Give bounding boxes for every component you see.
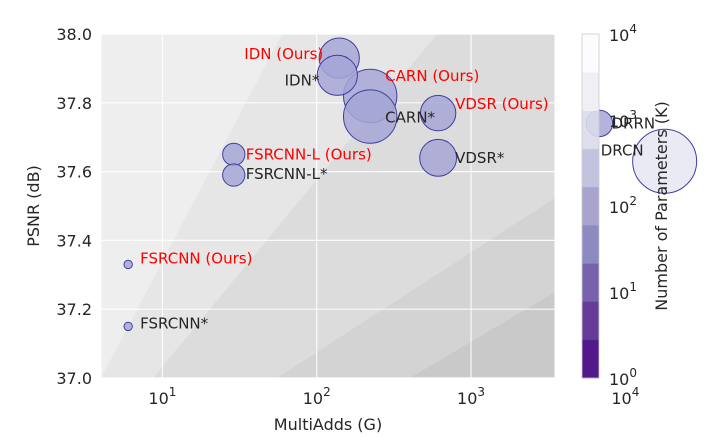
y-tick-label: 37.8 bbox=[56, 94, 92, 113]
colorbar-frame bbox=[581, 33, 600, 379]
data-point bbox=[222, 142, 246, 167]
point-label: IDN (Ours) bbox=[244, 45, 323, 63]
x-tick-label: 102 bbox=[303, 385, 331, 408]
point-label: FSRCNN* bbox=[140, 314, 208, 332]
point-label: VDSR (Ours) bbox=[455, 95, 549, 113]
x-axis-title: MultiAdds (G) bbox=[274, 415, 382, 434]
y-tick-label: 37.0 bbox=[56, 369, 92, 388]
colorbar-segment bbox=[582, 72, 599, 111]
grid bbox=[101, 34, 555, 378]
shade-band-lightest bbox=[101, 34, 282, 378]
colorbar-title: Number of Parameters (K) bbox=[652, 101, 671, 311]
colorbar-tick-label: 102 bbox=[609, 194, 637, 217]
data-point bbox=[419, 94, 457, 132]
colorbar-tick-label: 103 bbox=[609, 108, 637, 131]
y-axis-title: PSNR (dB) bbox=[24, 165, 43, 247]
point-label: VDSR* bbox=[455, 149, 505, 167]
data-point bbox=[222, 163, 246, 187]
point-labels: IDN (Ours) IDN* CARN (Ours) CARN* VDSR (Ours… bbox=[140, 45, 655, 332]
colorbar-segment bbox=[582, 186, 599, 226]
colorbar-segment bbox=[582, 339, 599, 379]
colorbar-segment bbox=[582, 34, 599, 73]
x-tick-label: 103 bbox=[457, 385, 485, 408]
colorbar-tick-label: 104 bbox=[609, 22, 637, 45]
point-label: DRRN bbox=[612, 114, 656, 132]
point-label: DRCN bbox=[601, 141, 644, 159]
point-label: CARN (Ours) bbox=[385, 67, 479, 85]
point-label: FSRCNN-L (Ours) bbox=[246, 145, 372, 163]
colorbar-segment bbox=[582, 263, 599, 303]
colorbar-tick-label: 101 bbox=[609, 280, 637, 303]
colorbar: 100 101 102 103 104 Number of Parameters (K) bbox=[581, 22, 671, 389]
colorbar-segment bbox=[582, 301, 599, 341]
colorbar-segment bbox=[582, 110, 599, 150]
colorbar-tick-label: 100 bbox=[609, 366, 637, 389]
axes: 101 102 103 104 37.0 37.2 37.4 37.6 37.8 38.0 Mult… bbox=[24, 25, 639, 434]
data-point bbox=[419, 138, 458, 177]
colorbar-segment bbox=[582, 148, 599, 188]
y-tick-label: 38.0 bbox=[56, 25, 92, 44]
plot-frame bbox=[100, 33, 556, 379]
point-label: FSRCNN-L* bbox=[246, 165, 328, 183]
y-tick-label: 37.2 bbox=[56, 300, 92, 319]
data-point bbox=[316, 54, 358, 96]
x-tick-label: 101 bbox=[148, 385, 176, 408]
point-label: IDN* bbox=[285, 71, 320, 89]
y-tick-label: 37.6 bbox=[56, 163, 92, 182]
x-tick-label: 104 bbox=[611, 385, 639, 408]
y-tick-label: 37.4 bbox=[56, 231, 92, 250]
data-point bbox=[123, 321, 133, 332]
point-label: CARN* bbox=[385, 109, 435, 127]
data-point bbox=[342, 89, 398, 144]
colorbar-segment bbox=[582, 225, 599, 264]
data-point bbox=[632, 128, 698, 194]
point-label: FSRCNN (Ours) bbox=[140, 249, 252, 267]
data-point bbox=[123, 259, 133, 270]
